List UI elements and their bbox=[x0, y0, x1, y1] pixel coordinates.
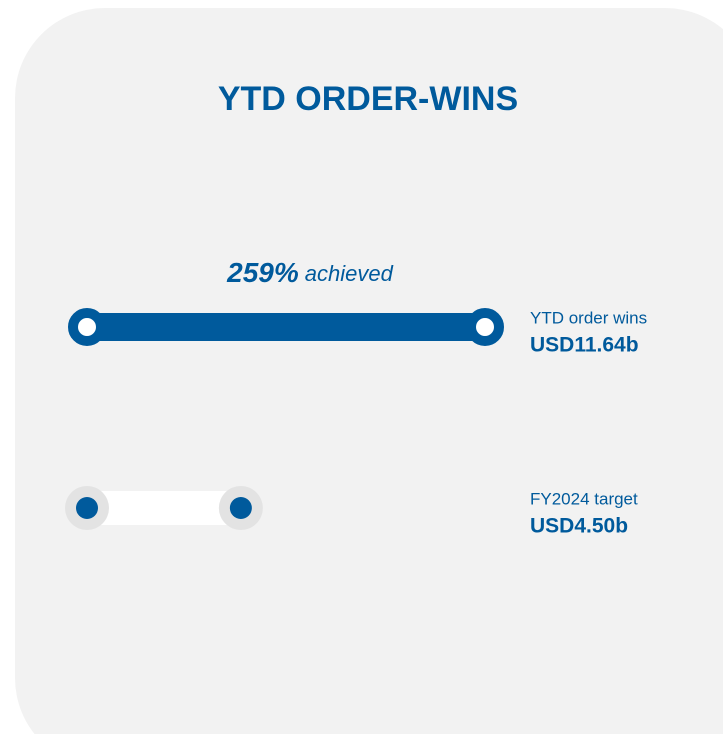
bar-end-dot bbox=[76, 497, 98, 519]
annotation-value: 259% bbox=[226, 257, 299, 288]
card bbox=[15, 8, 723, 739]
bar-end bbox=[466, 308, 504, 346]
value-label: USD11.64b bbox=[530, 334, 639, 357]
category-label: FY2024 target bbox=[530, 489, 638, 508]
value-label: USD4.50b bbox=[530, 515, 628, 538]
chart-title: YTD ORDER-WINS bbox=[218, 80, 518, 118]
bar-end bbox=[68, 308, 106, 346]
bar bbox=[87, 491, 241, 525]
bar-end-dot bbox=[229, 497, 252, 519]
category-label: YTD order wins bbox=[530, 308, 647, 327]
annotation-text: achieved bbox=[305, 261, 394, 286]
annotation: 259% achieved bbox=[226, 257, 393, 288]
